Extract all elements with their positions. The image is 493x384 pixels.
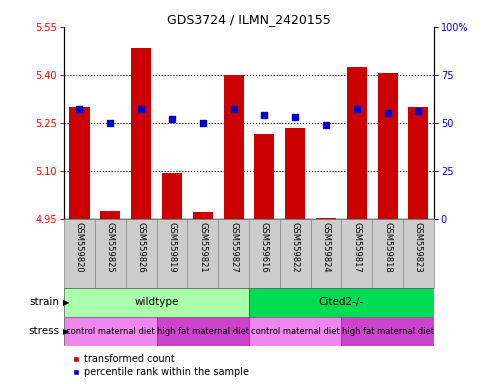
Bar <box>223 75 244 219</box>
Text: GSM559817: GSM559817 <box>352 222 361 273</box>
Bar <box>249 219 280 288</box>
Bar <box>100 211 120 219</box>
Bar <box>249 317 341 346</box>
Point <box>106 120 114 126</box>
Text: control maternal diet: control maternal diet <box>251 327 340 336</box>
Bar <box>408 107 428 219</box>
Bar <box>218 219 249 288</box>
Bar <box>64 317 157 346</box>
Text: GSM559820: GSM559820 <box>75 222 84 273</box>
Text: GSM559826: GSM559826 <box>137 222 145 273</box>
Bar <box>280 219 311 288</box>
Text: strain: strain <box>29 297 59 308</box>
Bar <box>249 288 434 317</box>
Point <box>168 116 176 122</box>
Legend: transformed count, percentile rank within the sample: transformed count, percentile rank withi… <box>69 351 252 381</box>
Text: stress: stress <box>28 326 59 336</box>
Bar <box>254 134 275 219</box>
Text: high fat maternal diet: high fat maternal diet <box>157 327 249 336</box>
Point <box>260 112 268 118</box>
Point <box>137 106 145 113</box>
Text: GSM559822: GSM559822 <box>291 222 300 273</box>
Bar <box>403 219 434 288</box>
Bar <box>372 219 403 288</box>
Bar <box>64 288 249 317</box>
Bar <box>285 127 305 219</box>
Bar <box>131 48 151 219</box>
Bar <box>347 67 367 219</box>
Point <box>322 122 330 128</box>
Bar <box>316 218 336 219</box>
Bar <box>162 173 182 219</box>
Point <box>199 120 207 126</box>
Text: GSM559827: GSM559827 <box>229 222 238 273</box>
Bar <box>95 219 126 288</box>
Text: GSM559616: GSM559616 <box>260 222 269 273</box>
Text: wildtype: wildtype <box>134 297 179 308</box>
Point <box>415 108 423 114</box>
Bar <box>70 107 90 219</box>
Text: high fat maternal diet: high fat maternal diet <box>342 327 434 336</box>
Text: GSM559821: GSM559821 <box>198 222 207 273</box>
Point <box>353 106 361 113</box>
Text: control maternal diet: control maternal diet <box>66 327 155 336</box>
Bar <box>193 212 213 219</box>
Bar <box>187 219 218 288</box>
Point <box>230 106 238 113</box>
Bar <box>157 219 187 288</box>
Bar <box>341 219 372 288</box>
Title: GDS3724 / ILMN_2420155: GDS3724 / ILMN_2420155 <box>167 13 331 26</box>
Text: ▶: ▶ <box>63 298 69 307</box>
Point <box>384 110 391 116</box>
Bar <box>126 219 157 288</box>
Text: GSM559824: GSM559824 <box>321 222 330 273</box>
Text: Cited2-/-: Cited2-/- <box>319 297 364 308</box>
Bar <box>64 219 95 288</box>
Point <box>291 114 299 120</box>
Text: GSM559825: GSM559825 <box>106 222 115 273</box>
Bar <box>341 317 434 346</box>
Bar <box>378 73 398 219</box>
Point <box>75 106 83 113</box>
Bar <box>311 219 341 288</box>
Bar <box>157 317 249 346</box>
Text: GSM559818: GSM559818 <box>383 222 392 273</box>
Text: ▶: ▶ <box>63 327 69 336</box>
Text: GSM559823: GSM559823 <box>414 222 423 273</box>
Text: GSM559819: GSM559819 <box>168 222 176 273</box>
